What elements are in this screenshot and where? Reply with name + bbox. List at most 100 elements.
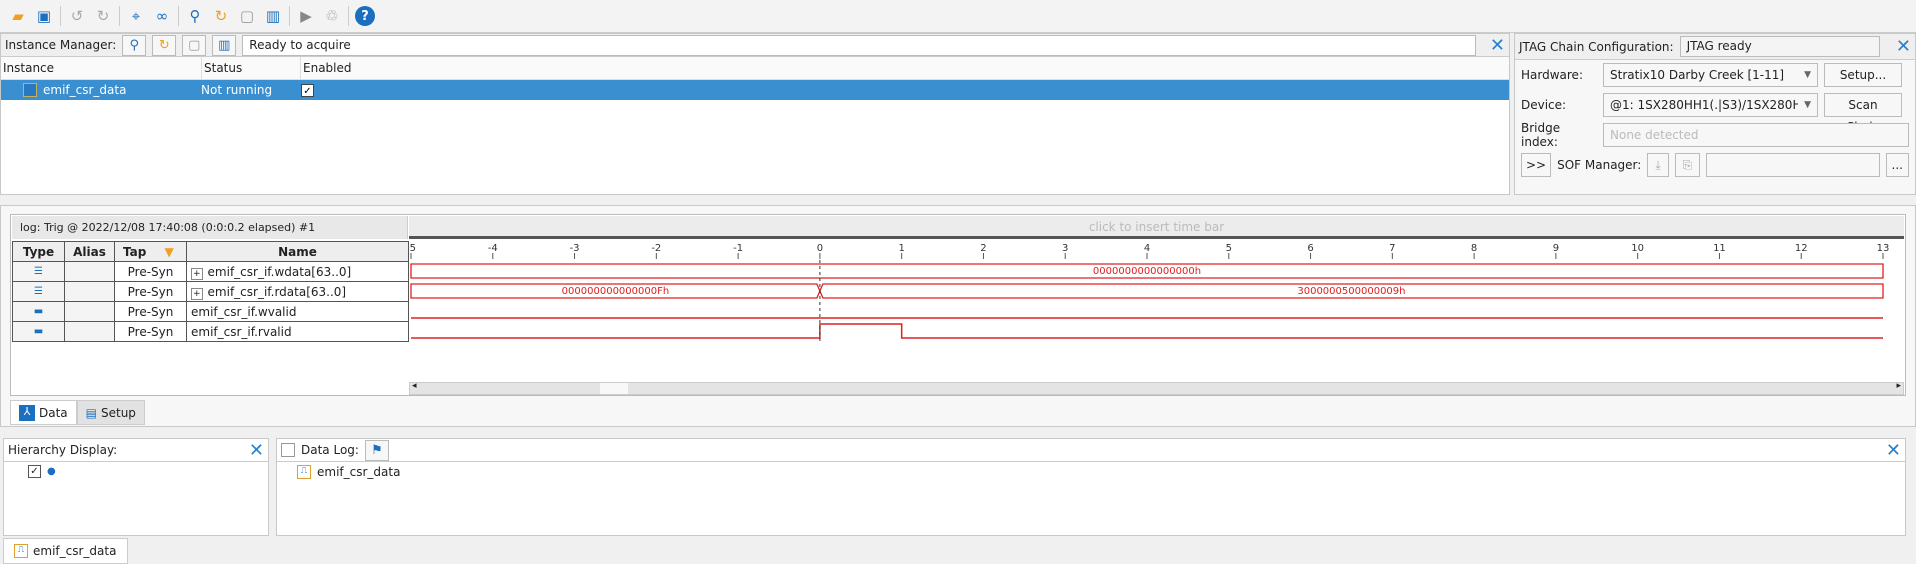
expand-icon[interactable]: +	[191, 287, 203, 300]
instance-tab[interactable]: ⎍ emif_csr_data	[3, 538, 128, 564]
close-icon[interactable]: ✕	[248, 439, 264, 461]
autorun-icon[interactable]: ↻	[214, 7, 228, 25]
data-log-header: Data Log: ⚑ ✕	[277, 439, 1905, 462]
time-tick-label: 10	[1631, 243, 1644, 254]
instance-table-header: Instance Status Enabled	[1, 57, 1509, 80]
undo-icon[interactable]: ↺	[70, 7, 84, 25]
add-log-button[interactable]: ⚑	[364, 439, 389, 461]
column-enabled[interactable]: Enabled	[303, 61, 352, 75]
autorun-button[interactable]: ↻	[152, 34, 177, 56]
enabled-checkbox[interactable]: ✓	[301, 83, 314, 97]
setup-button[interactable]: Setup...	[1824, 63, 1902, 87]
read-data-button[interactable]: ▥	[212, 34, 237, 56]
browse-button[interactable]: ...	[1885, 153, 1909, 177]
stop-button[interactable]: ▢	[182, 34, 207, 56]
signal-tap: Pre-Syn	[114, 301, 187, 322]
bit-waveform	[411, 323, 1883, 339]
tab-setup-label: Setup	[101, 405, 136, 420]
filter-icon[interactable]: ▼	[164, 244, 174, 259]
time-tick-label: -3	[570, 243, 580, 254]
column-tap[interactable]: Tap ▼	[114, 241, 187, 262]
signal-name[interactable]: emif_csr_if.wvalid	[186, 301, 409, 322]
insert-time-bar[interactable]: click to insert time bar	[409, 216, 1904, 239]
node-finder-icon[interactable]: ⌖	[131, 7, 141, 25]
instance-row[interactable]: emif_csr_data Not running ✓	[1, 80, 1509, 100]
data-log-item-label: emif_csr_data	[317, 465, 401, 479]
tab-setup[interactable]: ▤ Setup	[76, 400, 145, 425]
find-icon[interactable]: ∞	[155, 7, 169, 25]
data-log-checkbox[interactable]	[281, 443, 295, 457]
save-icon[interactable]: ▣	[36, 7, 52, 25]
device-select[interactable]: @1: 1SX280HH1(.|S3)/1SX280H ▼	[1603, 93, 1818, 117]
redo-icon[interactable]: ↻	[96, 7, 110, 25]
signal-tap: Pre-Syn	[114, 261, 187, 282]
hierarchy-checkbox[interactable]: ✓	[28, 465, 41, 478]
close-icon[interactable]: ✕	[1895, 36, 1911, 57]
column-status[interactable]: Status	[202, 57, 301, 79]
sof-file-field[interactable]	[1706, 153, 1880, 177]
signal-name[interactable]: + emif_csr_if.wdata[63..0]	[186, 261, 409, 282]
expand-icon[interactable]: +	[191, 267, 203, 280]
help-icon[interactable]: ?	[355, 6, 375, 26]
signal-alias	[64, 321, 115, 342]
expand-button[interactable]: >>	[1521, 153, 1552, 177]
signal-row[interactable]: ☰ Pre-Syn + emif_csr_if.wdata[63..0]	[12, 261, 409, 282]
signal-table: Type Alias Tap ▼ Name ☰ Pre-Syn + emif_cs…	[12, 241, 409, 342]
sof-label: SOF Manager:	[1557, 158, 1642, 172]
close-icon[interactable]: ✕	[1489, 34, 1505, 56]
scroll-left-icon[interactable]: ◂	[412, 381, 417, 391]
open-folder-icon[interactable]: ▰	[12, 7, 24, 25]
signal-row[interactable]: ▬ Pre-Syn emif_csr_if.rvalid	[12, 321, 409, 342]
bus-segment	[410, 263, 1884, 279]
node-icon: ●	[47, 466, 56, 477]
attach-icon[interactable]: ⎘	[1674, 153, 1701, 177]
data-log-title: Data Log:	[301, 443, 359, 457]
data-log-item[interactable]: ⎍ emif_csr_data	[277, 462, 1905, 482]
column-instance[interactable]: Instance	[1, 57, 202, 79]
time-tick-label: 6	[1307, 243, 1313, 254]
scan-chain-button[interactable]: Scan Chain	[1824, 93, 1902, 134]
signal-row[interactable]: ☰ Pre-Syn + emif_csr_if.rdata[63..0]	[12, 281, 409, 302]
bus-value-label: 3000000500000009h	[1297, 286, 1405, 297]
instance-status: Not running	[201, 83, 273, 97]
run-analysis-button[interactable]: ⚲	[122, 34, 147, 56]
recycle-icon[interactable]: ♲	[325, 7, 339, 25]
column-alias[interactable]: Alias	[64, 241, 115, 262]
jtag-label: JTAG Chain Configuration:	[1519, 39, 1674, 54]
jtag-header: JTAG Chain Configuration: JTAG ready ✕	[1515, 34, 1915, 60]
hierarchy-header: Hierarchy Display: ✕	[4, 439, 268, 462]
signal-alias	[64, 301, 115, 322]
bridge-index-field[interactable]: None detected	[1603, 123, 1909, 147]
column-tap-label: Tap	[123, 244, 147, 259]
waveform-display[interactable]: -5-4-3-2-1012345678910111213000000000000…	[409, 241, 1904, 381]
time-tick-label: 3	[1062, 243, 1068, 254]
instance-manager-header: Instance Manager: ⚲ ↻ ▢ ▥ Ready to acqui…	[1, 34, 1509, 57]
read-data-icon[interactable]: ▥	[265, 7, 281, 25]
separator	[178, 6, 179, 26]
hardware-row: Hardware: Stratix10 Darby Creek [1-11] ▼ …	[1515, 60, 1915, 90]
hardware-label: Hardware:	[1521, 68, 1583, 82]
signal-name[interactable]: emif_csr_if.rvalid	[186, 321, 409, 342]
column-name[interactable]: Name	[186, 241, 409, 262]
main-toolbar: ▰ ▣ ↺ ↻ ⌖ ∞ ⚲ ↻ ▢ ▥ ▶ ♲ ?	[0, 0, 1916, 33]
data-icon: ⅄	[19, 404, 35, 421]
instance-manager-panel: Instance Manager: ⚲ ↻ ▢ ▥ Ready to acqui…	[0, 33, 1510, 195]
time-tick-label: 13	[1877, 243, 1890, 254]
signal-name[interactable]: + emif_csr_if.rdata[63..0]	[186, 281, 409, 302]
time-tick-label: 5	[1226, 243, 1232, 254]
horizontal-scrollbar[interactable]: ◂ ▸	[409, 381, 1904, 395]
signal-row[interactable]: ▬ Pre-Syn emif_csr_if.wvalid	[12, 301, 409, 322]
tab-data[interactable]: ⅄ Data	[10, 400, 77, 425]
run-analysis-icon[interactable]: ⚲	[189, 7, 201, 25]
stop-icon[interactable]: ▢	[239, 7, 255, 25]
signal-tap: Pre-Syn	[114, 321, 187, 342]
time-tick-label: 1	[898, 243, 904, 254]
time-tick-label: -2	[651, 243, 661, 254]
scroll-thumb[interactable]	[600, 383, 628, 394]
play-icon[interactable]: ▶	[300, 7, 312, 25]
column-type[interactable]: Type	[12, 241, 65, 262]
program-device-icon[interactable]: ⤓	[1647, 153, 1669, 177]
scroll-right-icon[interactable]: ▸	[1896, 381, 1901, 391]
hardware-select[interactable]: Stratix10 Darby Creek [1-11] ▼	[1603, 63, 1818, 87]
close-icon[interactable]: ✕	[1885, 439, 1901, 461]
